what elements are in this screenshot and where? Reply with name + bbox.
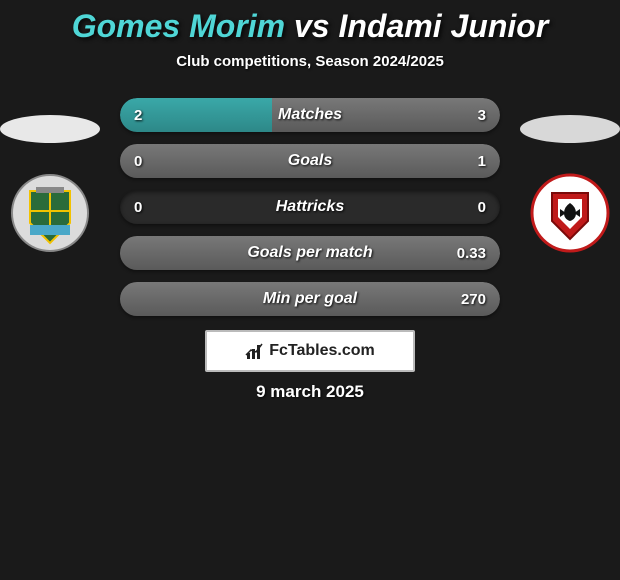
stat-label: Goals [120,144,500,178]
stat-value-left: 0 [134,190,142,224]
vs-text: vs [294,8,330,44]
comparison-card: Gomes Morim vs Indami Junior Club compet… [0,0,620,402]
club-crest-left [10,173,90,253]
stat-value-right: 0.33 [457,236,486,270]
stat-value-right: 270 [461,282,486,316]
stat-value-left: 0 [134,144,142,178]
curve-right [520,115,620,143]
stat-value-right: 0 [478,190,486,224]
right-badge-column [520,115,620,253]
curve-left [0,115,100,143]
stat-bar: Goals0 1 [120,144,500,178]
stat-label: Min per goal [120,282,500,316]
title: Gomes Morim vs Indami Junior [0,8,620,45]
left-badge-column [0,115,100,253]
stat-bar: Goals per match0.33 [120,236,500,270]
stats-block: Matches23Goals01Hattricks00Goals per mat… [120,98,500,316]
brand-text: FcTables.com [269,342,375,360]
player2-name: Indami Junior [338,8,548,44]
stat-label: Hattricks [120,190,500,224]
shield-icon [530,173,610,253]
stat-label: Matches [120,98,500,132]
shield-icon [10,173,90,253]
stat-bar: Min per goal270 [120,282,500,316]
stat-bar: Matches2 3 [120,98,500,132]
stat-value-right: 3 [478,98,486,132]
date-text: 9 march 2025 [0,382,620,402]
chart-icon [245,341,265,361]
stat-value-left: 2 [134,98,142,132]
stat-value-right: 1 [478,144,486,178]
club-crest-right [530,173,610,253]
player1-name: Gomes Morim [72,8,285,44]
stat-bar: Hattricks0 0 [120,190,500,224]
subtitle: Club competitions, Season 2024/2025 [0,53,620,70]
stat-label: Goals per match [120,236,500,270]
brand-box: FcTables.com [205,330,415,372]
